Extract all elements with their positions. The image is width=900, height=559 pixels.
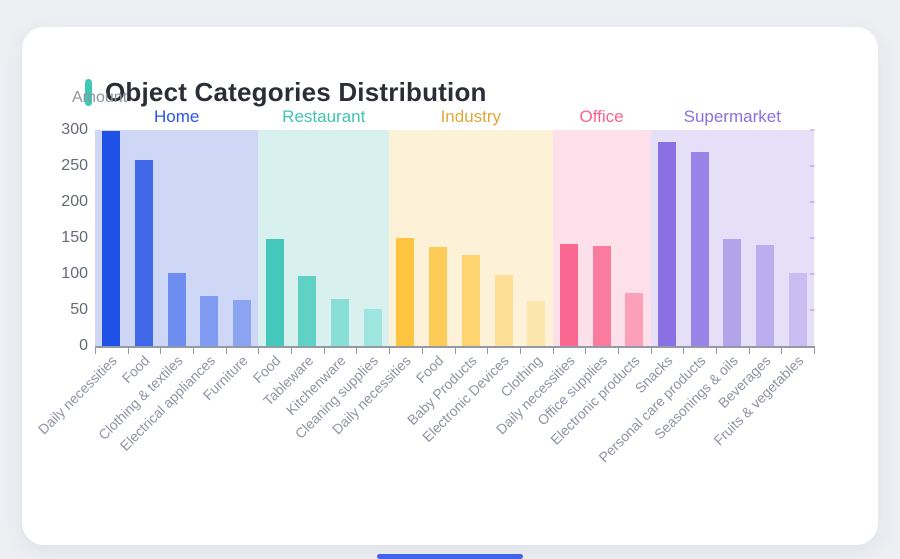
x-axis-tick [225, 348, 227, 354]
x-axis-tick [650, 348, 652, 354]
y-tick-label-100: 100 [61, 265, 88, 282]
bar-supermarket-beverages[interactable] [755, 245, 774, 346]
bar-industry-clothing[interactable] [527, 300, 546, 346]
bar-home-daily-necessities[interactable] [102, 131, 121, 346]
x-axis-tick [193, 348, 195, 354]
x-axis-tick [814, 348, 815, 354]
bar-office-office-supplies[interactable] [592, 245, 611, 346]
group-label-restaurant: Restaurant [282, 107, 366, 126]
bar-office-daily-necessities[interactable] [559, 243, 578, 346]
group-label-industry: Industry [440, 107, 502, 126]
x-axis-tick [95, 348, 96, 354]
right-axis-tick [810, 309, 815, 311]
home-indicator-bar [377, 554, 523, 559]
title-accent-bar [85, 78, 92, 106]
right-axis-tick [810, 129, 815, 131]
y-tick-label-50: 50 [70, 301, 88, 318]
x-axis-tick [585, 348, 587, 354]
bar-industry-baby-products[interactable] [461, 255, 480, 346]
x-axis-tick [683, 348, 685, 354]
x-axis-tick [160, 348, 162, 354]
group-label-home: Home [154, 107, 200, 126]
x-axis-line [95, 346, 815, 348]
bar-restaurant-cleaning-supplies[interactable] [363, 309, 382, 346]
x-axis-tick [258, 348, 260, 354]
bar-home-clothing-textiles[interactable] [167, 272, 186, 346]
right-axis-tick [810, 201, 815, 203]
x-axis-tick [715, 348, 717, 354]
bar-restaurant-food[interactable] [265, 239, 284, 346]
right-axis-tick [810, 237, 815, 239]
bar-home-food[interactable] [135, 160, 154, 346]
y-tick-label-250: 250 [61, 157, 88, 174]
x-axis-tick [127, 348, 129, 354]
bar-supermarket-fruits-vegetables[interactable] [788, 272, 807, 346]
x-axis-tick [356, 348, 358, 354]
y-tick-label-200: 200 [61, 193, 88, 210]
bar-supermarket-personal-care-products[interactable] [690, 151, 709, 346]
bar-industry-food[interactable] [429, 246, 448, 346]
bar-supermarket-snacks[interactable] [657, 141, 676, 346]
right-axis-tick [810, 273, 815, 275]
bar-supermarket-seasonings-oils[interactable] [723, 239, 742, 346]
bar-office-electronic-products[interactable] [625, 292, 644, 346]
x-axis-tick [454, 348, 456, 354]
bar-home-electrical-appliances[interactable] [200, 295, 219, 346]
title-row: Object Categories Distribution [85, 77, 487, 107]
x-axis-tick [748, 348, 750, 354]
y-axis-title: Amount [72, 89, 128, 106]
group-label-supermarket: Supermarket [683, 107, 781, 126]
y-tick-label-150: 150 [61, 229, 88, 246]
group-label-office: Office [579, 107, 624, 126]
x-axis-tick [519, 348, 521, 354]
x-axis-tick [487, 348, 489, 354]
x-axis-tick [552, 348, 554, 354]
y-tick-label-300: 300 [61, 121, 88, 138]
y-tick-label-0: 0 [79, 337, 88, 354]
x-axis-tick [291, 348, 293, 354]
chart-title: Object Categories Distribution [105, 76, 487, 107]
bar-industry-daily-necessities[interactable] [396, 238, 415, 346]
x-axis-tick [389, 348, 391, 354]
x-axis-tick [323, 348, 325, 354]
bar-restaurant-tableware[interactable] [298, 276, 317, 346]
right-axis-tick [810, 165, 815, 167]
x-axis-tick [781, 348, 783, 354]
x-axis-tick [617, 348, 619, 354]
x-axis-tick [421, 348, 423, 354]
bar-home-furniture[interactable] [233, 299, 252, 346]
bar-restaurant-kitchenware[interactable] [331, 299, 350, 346]
bar-industry-electronic-devices[interactable] [494, 274, 513, 346]
